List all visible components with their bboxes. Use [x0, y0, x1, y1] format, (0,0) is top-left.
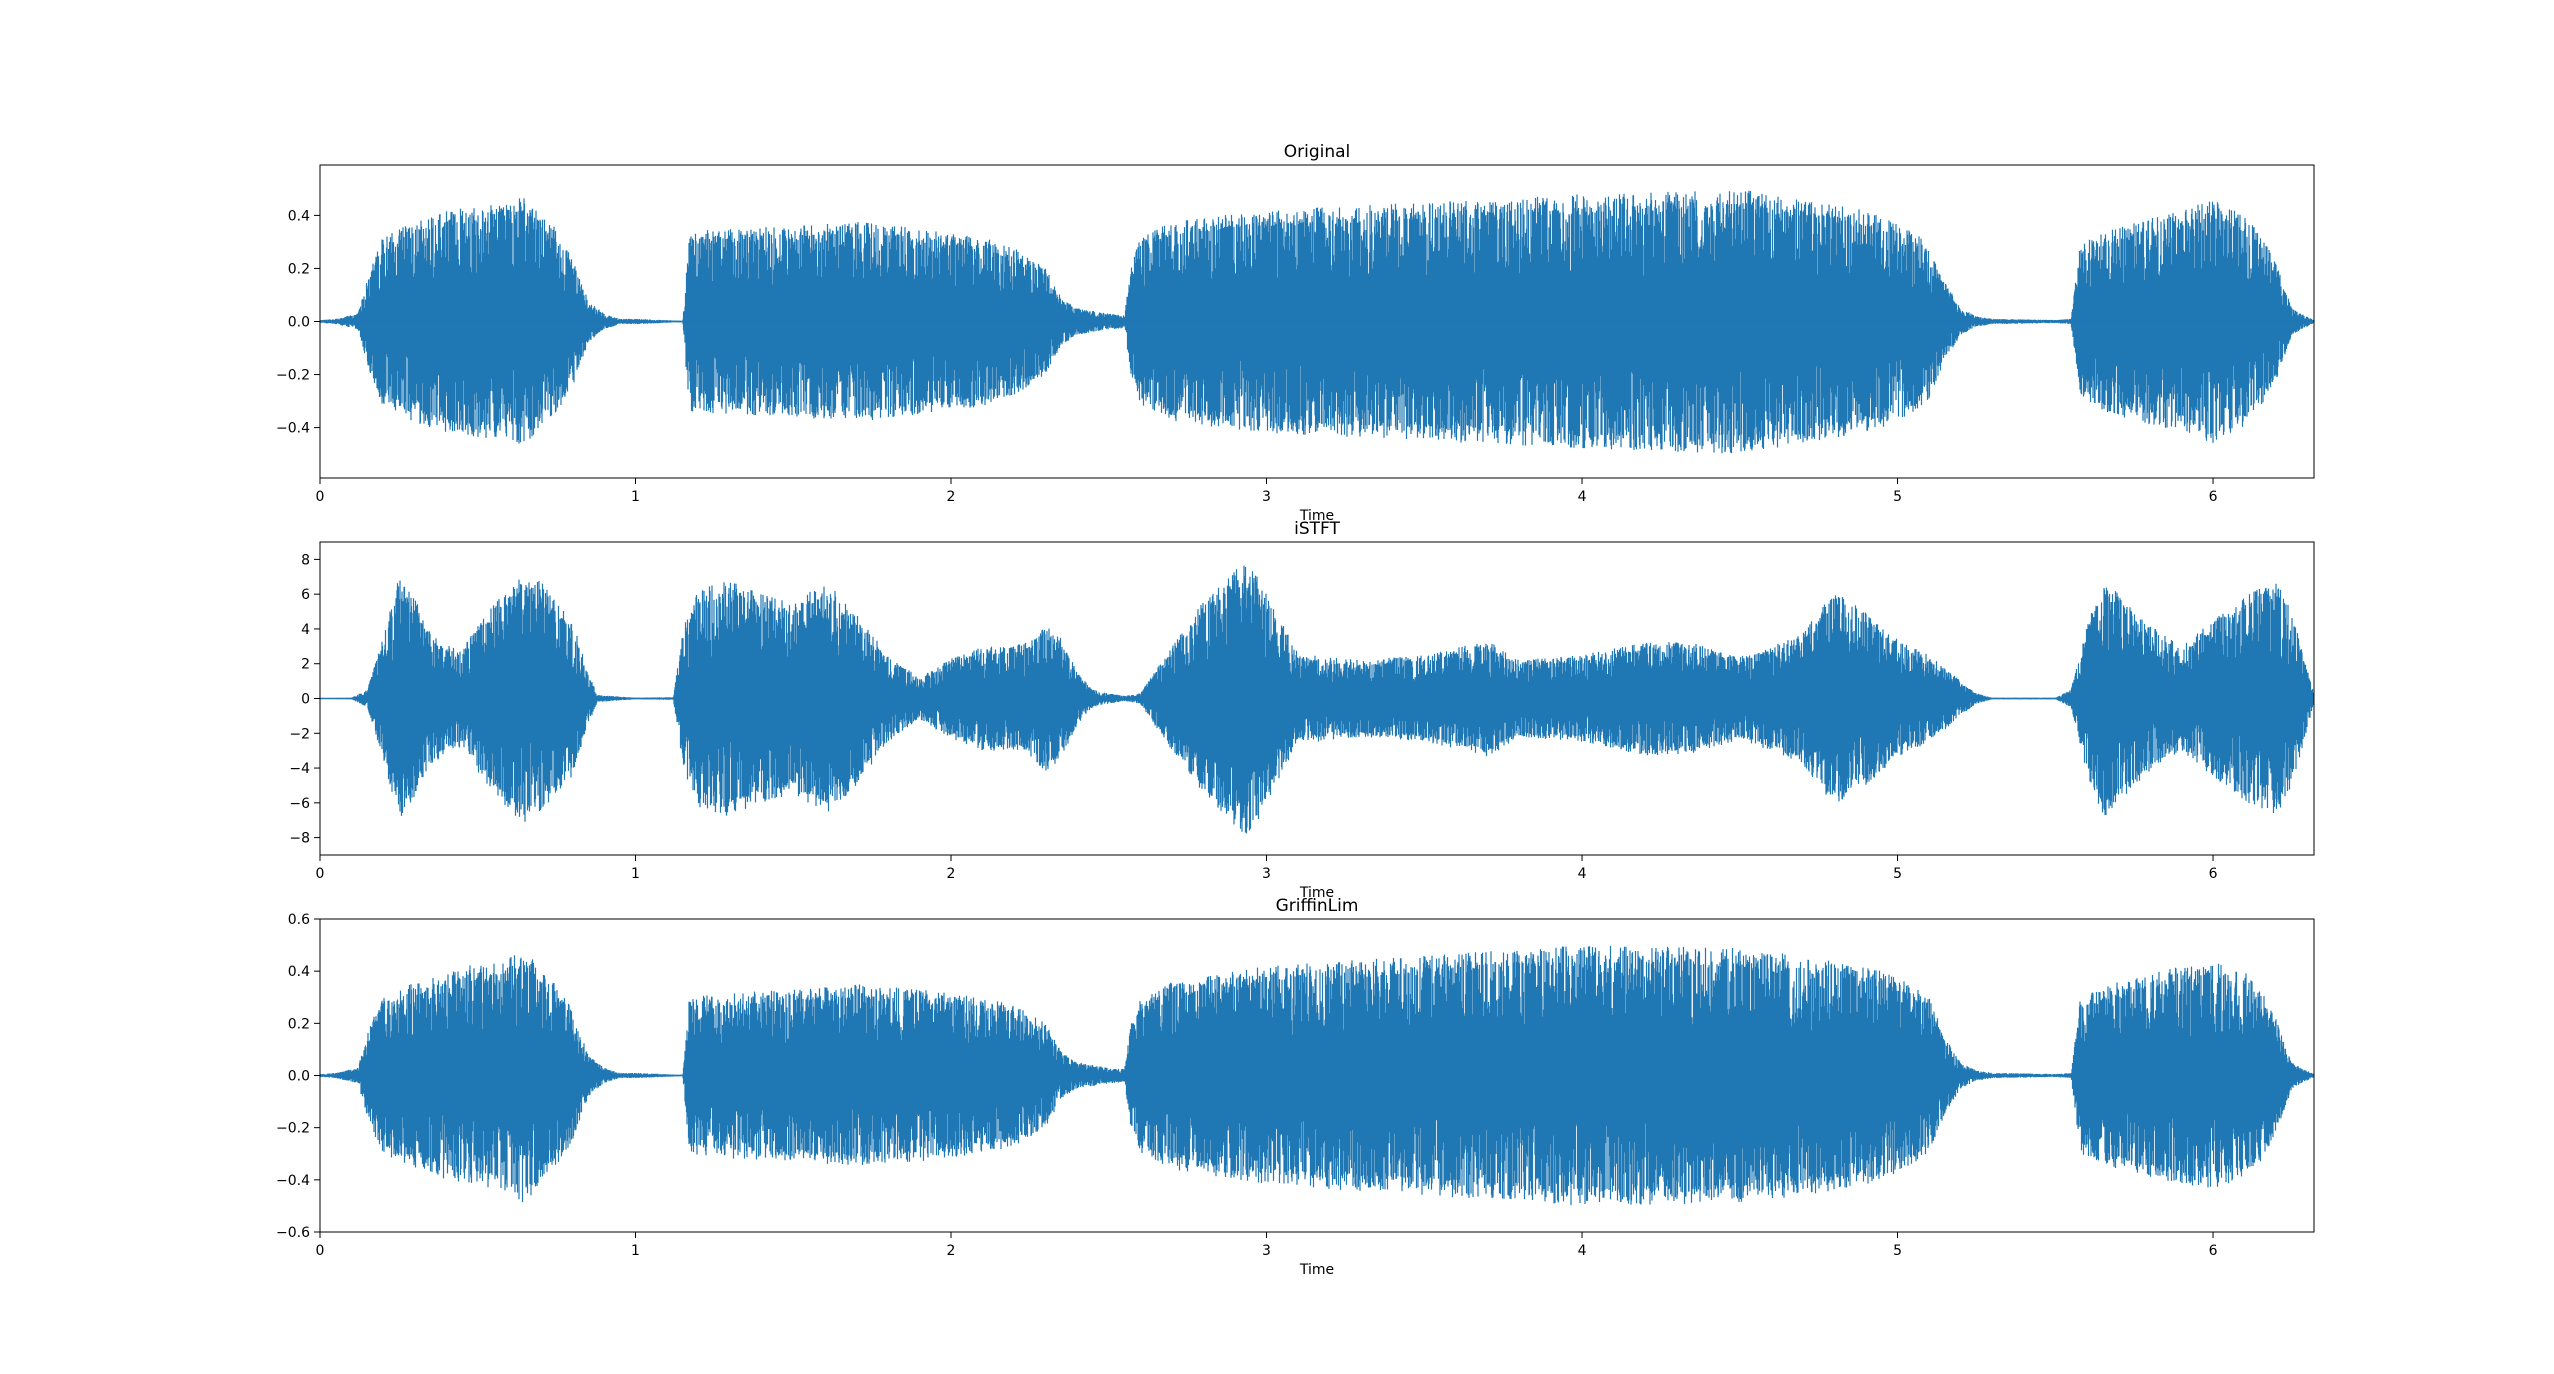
y-tick-label: 6	[301, 587, 310, 603]
y-tick-label: 0.2	[288, 1016, 310, 1032]
subplot-1: 0 1 2 3 4 5 6 −8 −6 −4 −2 0 2 4 6 8 iSTFT Time	[289, 519, 2315, 901]
x-tick-label: 1	[631, 866, 640, 882]
x-tick-label: 4	[1578, 1243, 1587, 1259]
waveform-series-1	[320, 565, 2314, 834]
y-tick-label: −2	[289, 726, 310, 742]
x-axis-label: Time	[1299, 508, 1334, 524]
x-tick-label: 0	[316, 1243, 325, 1259]
y-tick-label: 0.6	[288, 912, 310, 928]
x-tick-label: 2	[947, 866, 956, 882]
y-tick-label: 0	[301, 692, 310, 708]
x-tick-label: 1	[631, 1243, 640, 1259]
chart-title: GriffinLim	[1276, 896, 1359, 916]
x-tick-label: 5	[1893, 489, 1902, 505]
x-tick-label: 3	[1262, 866, 1271, 882]
y-tick-label: −0.2	[276, 1121, 310, 1137]
x-tick-label: 6	[2209, 489, 2218, 505]
x-tick-label: 4	[1578, 866, 1587, 882]
y-tick-label: 0.0	[288, 1069, 310, 1085]
x-tick-label: 2	[947, 1243, 956, 1259]
subplot-2: 0 1 2 3 4 5 6 −0.6 −0.4 −0.2 0.0 0.2 0.4 0.6 GriffinLi…	[276, 896, 2315, 1278]
x-tick-label: 6	[2209, 1243, 2218, 1259]
chart-title: iSTFT	[1294, 519, 1340, 539]
y-tick-label: 2	[301, 657, 310, 673]
y-tick-label: 0.0	[288, 315, 310, 331]
x-tick-label: 2	[947, 489, 956, 505]
y-tick-label: −6	[289, 796, 310, 812]
x-tick-label: 5	[1893, 1243, 1902, 1259]
y-tick-label: 4	[301, 622, 310, 638]
x-tick-label: 5	[1893, 866, 1902, 882]
y-tick-label: 0.4	[288, 964, 310, 980]
x-axis-label: Time	[1299, 885, 1334, 901]
x-tick-label: 3	[1262, 1243, 1271, 1259]
x-tick-label: 4	[1578, 489, 1587, 505]
x-tick-label: 1	[631, 489, 640, 505]
y-tick-label: −0.2	[276, 368, 310, 384]
y-tick-label: 8	[301, 552, 310, 568]
y-tick-label: 0.4	[288, 208, 310, 224]
y-tick-label: −0.4	[276, 1173, 310, 1189]
y-tick-label: −8	[289, 831, 310, 847]
waveform-series-0	[320, 190, 2314, 454]
y-tick-label: 0.2	[288, 261, 310, 277]
chart-title: Original	[1284, 142, 1351, 162]
y-tick-label: −0.4	[276, 421, 310, 437]
x-tick-label: 6	[2209, 866, 2218, 882]
y-tick-label: −0.6	[276, 1225, 310, 1241]
x-tick-label: 0	[316, 489, 325, 505]
x-axis-label: Time	[1299, 1262, 1334, 1278]
subplot-0: 0 1 2 3 4 5 6 −0.4 −0.2 0.0 0.2 0.4 Original Time	[276, 142, 2315, 524]
x-tick-label: 3	[1262, 489, 1271, 505]
x-tick-label: 0	[316, 866, 325, 882]
y-tick-label: −4	[289, 761, 310, 777]
